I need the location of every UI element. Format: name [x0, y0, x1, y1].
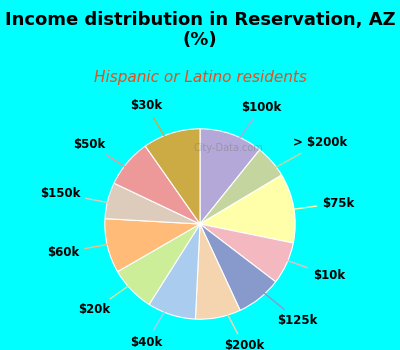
Text: $30k: $30k	[130, 99, 180, 163]
Text: Income distribution in Reservation, AZ
(%): Income distribution in Reservation, AZ (…	[5, 10, 395, 49]
Wedge shape	[118, 224, 200, 304]
Text: $100k: $100k	[222, 101, 281, 163]
Wedge shape	[200, 224, 276, 310]
Text: $200k: $200k	[213, 287, 264, 350]
Wedge shape	[149, 224, 200, 319]
Wedge shape	[105, 219, 200, 272]
Wedge shape	[145, 129, 200, 224]
Wedge shape	[200, 224, 293, 282]
Wedge shape	[200, 129, 260, 224]
Text: $10k: $10k	[259, 251, 345, 282]
Text: Hispanic or Latino residents: Hispanic or Latino residents	[94, 70, 306, 85]
Text: $75k: $75k	[264, 197, 354, 213]
Text: $150k: $150k	[40, 187, 137, 208]
Text: $20k: $20k	[79, 268, 153, 316]
Text: $40k: $40k	[130, 285, 180, 349]
Wedge shape	[200, 150, 282, 224]
Text: > $200k: > $200k	[249, 136, 348, 182]
Wedge shape	[114, 146, 200, 224]
Wedge shape	[105, 183, 200, 224]
Text: $125k: $125k	[241, 274, 318, 327]
Text: $50k: $50k	[73, 138, 150, 183]
Text: City-Data.com: City-Data.com	[194, 143, 264, 153]
Wedge shape	[196, 224, 240, 319]
Wedge shape	[200, 175, 295, 243]
Text: $60k: $60k	[47, 239, 137, 259]
